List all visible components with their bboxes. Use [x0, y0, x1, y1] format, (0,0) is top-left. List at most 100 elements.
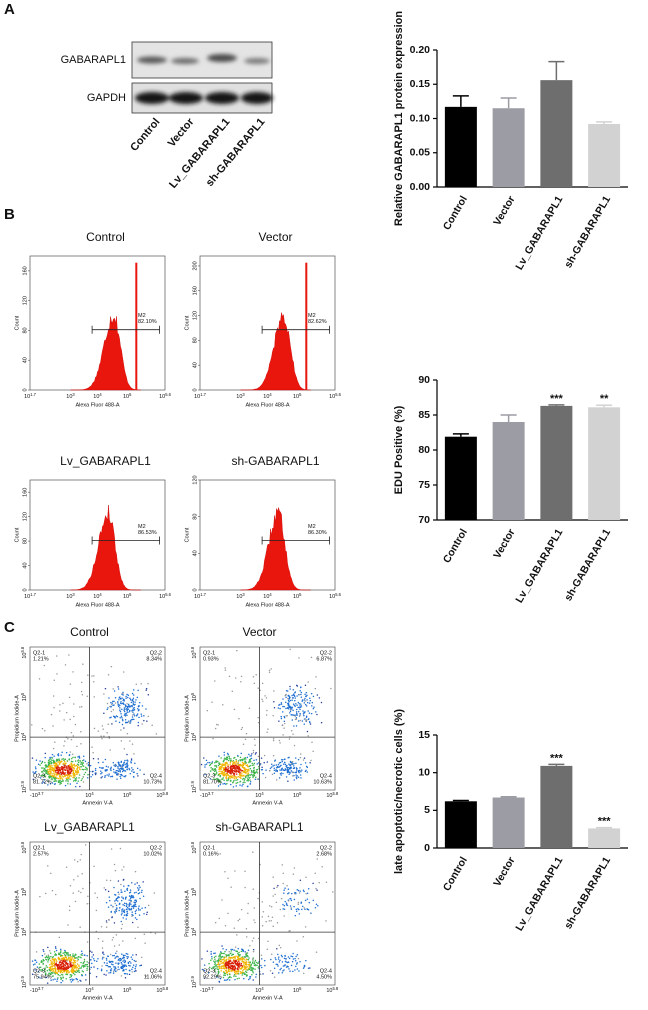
scatter-dot — [81, 974, 83, 977]
tick-exponent: 3.7 — [208, 791, 214, 796]
scatter-dot — [43, 778, 45, 781]
scatter-dot — [73, 703, 75, 705]
tick-exponent: 5 — [129, 791, 132, 796]
scatter-dot — [233, 770, 236, 773]
tick-base: 10 — [192, 695, 198, 701]
scatter-dot — [68, 956, 70, 959]
scatter-dot — [104, 769, 106, 771]
scatter-dot — [53, 706, 55, 709]
tick-exponent: 2.9 — [190, 781, 195, 787]
tick-label: 104 — [255, 791, 264, 800]
scatter-dot — [254, 921, 256, 924]
scatter-dot — [54, 779, 57, 781]
scatter-dot — [121, 910, 123, 912]
scatter-dot — [96, 896, 99, 899]
y-tick-label: 5 — [424, 804, 430, 816]
scatter-dot — [76, 745, 78, 748]
x-axis-label: Annexin V-A — [252, 995, 283, 1001]
scatter-dot — [127, 708, 130, 710]
scatter-dot — [49, 973, 52, 976]
scatter-dot — [116, 897, 119, 899]
scatter-dot — [59, 762, 61, 764]
scatter-dot — [318, 881, 320, 884]
quadrant-name: Q2-2 — [150, 845, 162, 851]
scatter-dot — [270, 668, 272, 670]
scatter-dot — [243, 966, 246, 969]
tick-base: 10 — [326, 988, 332, 994]
scatter-dot — [61, 771, 63, 774]
scatter-dot — [72, 671, 74, 673]
scatter-dot — [247, 949, 250, 951]
scatter-dot — [284, 722, 286, 725]
scatter-dot — [125, 765, 128, 767]
scatter-dot — [117, 702, 119, 704]
scatter-dot — [41, 727, 44, 730]
scatter-dot — [216, 974, 219, 977]
scatter-dot — [275, 770, 277, 772]
scatter-dot — [275, 764, 278, 766]
scatter-dot — [297, 710, 300, 713]
scatter-dot — [306, 771, 309, 773]
scatter-dot — [81, 694, 84, 696]
scatter-dot — [214, 769, 217, 771]
scatter-dot — [43, 767, 46, 770]
scatter-dot — [108, 972, 110, 974]
scatter-dot — [120, 961, 123, 964]
scatter-dot — [73, 879, 75, 881]
scatter-dot — [242, 950, 244, 952]
scatter-dot — [240, 752, 242, 755]
scatter-dot — [215, 772, 218, 775]
scatter-dot — [49, 972, 51, 975]
tick-exponent: 4 — [20, 732, 25, 735]
scatter-dot — [291, 763, 294, 765]
scatter-dot — [138, 701, 141, 704]
scatter-dot — [62, 963, 64, 965]
scatter-dot — [289, 685, 291, 688]
scatter-dot — [61, 957, 63, 960]
scatter-dot — [255, 961, 258, 964]
scatter-dot — [220, 956, 223, 959]
scatter-dot — [235, 764, 237, 767]
scatter-dot — [55, 959, 58, 961]
scatter-dot — [314, 907, 317, 909]
quadrant-name: Q2-3 — [33, 968, 45, 974]
tick-label: 105 — [293, 592, 302, 601]
histogram-title: sh-GABARAPL1 — [231, 454, 319, 468]
y-tick-label: 40 — [192, 550, 198, 556]
scatter-dot — [51, 889, 54, 892]
scatter-dot — [107, 707, 109, 709]
gate-percent: 86.53% — [138, 530, 157, 536]
tick-exponent: 5 — [299, 791, 302, 796]
scatter-dot — [248, 965, 251, 968]
scatter-dot — [113, 945, 116, 947]
scatter-dot — [104, 888, 107, 891]
scatter-dot — [229, 975, 231, 978]
scatter-dot — [278, 720, 280, 722]
scatter-dot — [244, 763, 246, 765]
scatter-dot — [94, 892, 96, 894]
scatter-dot — [226, 954, 228, 957]
scatter-dot — [243, 962, 245, 964]
scatter-dot — [49, 765, 51, 767]
scatter-dot — [125, 697, 127, 699]
scatter-dot — [257, 778, 260, 780]
y-tick-label: 200 — [192, 261, 198, 270]
scatter-dot — [215, 960, 217, 962]
scatter-dot — [318, 697, 321, 699]
scatter-dot — [57, 777, 60, 780]
scatter-dot — [120, 899, 123, 902]
scatter-dot — [131, 911, 133, 913]
scatter-dot — [245, 955, 247, 958]
scatter-dot — [256, 778, 259, 780]
scatter-dot — [113, 771, 115, 773]
scatter-dot — [51, 767, 54, 769]
scatter-dot — [133, 904, 136, 906]
scatter-dot — [114, 697, 117, 699]
scatter-dot — [218, 755, 220, 757]
scatter-dot — [245, 967, 247, 969]
scatter-dot — [86, 961, 88, 963]
scatter-dot — [217, 972, 220, 975]
scatter-dot — [41, 961, 43, 963]
scatter-dot — [48, 758, 51, 761]
scatter-dot — [203, 969, 206, 972]
